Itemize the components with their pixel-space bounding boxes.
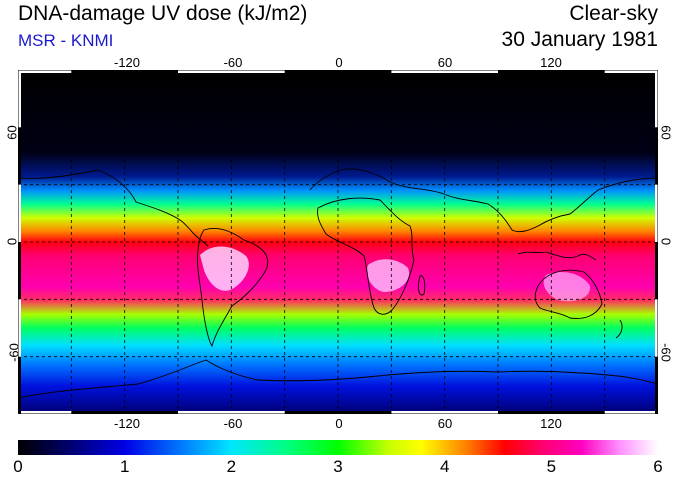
colorbar-tick-label: 1 [119,457,130,476]
lon-label-bottom: -120 [113,416,141,431]
data-source: MSR - KNMI [18,31,114,50]
africa-coast [317,197,415,315]
lon-label-top: 120 [540,55,562,70]
africa-high-uv [366,259,410,292]
australia-coast [534,269,603,319]
north-america-coast [18,169,209,247]
map-title: DNA-damage UV dose (kJ/m2) [18,2,308,25]
colorbar-tick-label: 0 [13,457,23,476]
lon-label-top: 60 [437,55,453,70]
colorbar-tick-label: 5 [546,457,557,476]
lon-label-top: 0 [335,55,343,70]
colorbar-tick-label: 6 [653,457,663,476]
lon-label-top: -60 [223,55,243,70]
colorbar-tick-label: 2 [226,457,237,476]
lat-label-right: 60 [658,125,674,140]
antarctica-coast [18,359,658,399]
lat-label-left: -60 [6,343,22,362]
lon-label-bottom: 0 [335,416,343,431]
coastlines [18,168,658,399]
australia-high-uv [543,272,591,302]
lat-label-right: -60 [658,343,674,362]
lon-label-bottom: 60 [437,416,453,431]
lon-label-bottom: -60 [223,416,243,431]
map-date: 30 January 1981 [501,28,658,51]
colorbar-tick-label: 4 [439,457,450,476]
madagascar-coast [417,275,426,296]
color-bar [18,440,658,455]
lat-label-right: 0 [658,237,674,246]
lat-label-left: 60 [4,125,20,140]
indonesia-coast [517,251,597,261]
europe-asia-coast [309,168,658,233]
uv-dose-map [18,70,658,414]
graticule [18,70,658,414]
map-frame [18,70,658,414]
colorbar-tick-label: 3 [333,457,343,476]
lon-label-bottom: 120 [540,416,562,431]
lon-label-top: -120 [113,55,141,70]
sky-condition: Clear-sky [569,2,658,25]
south-america-high-uv [200,246,249,291]
lat-label-left: 0 [4,237,20,246]
new-zealand-coast [615,319,623,339]
